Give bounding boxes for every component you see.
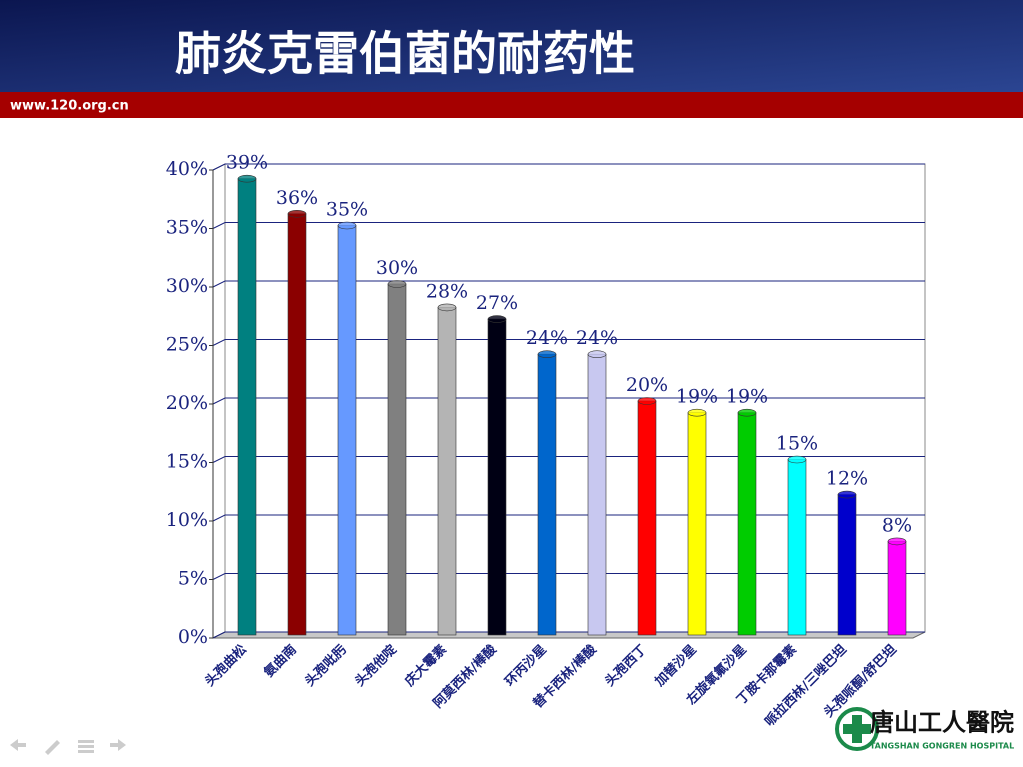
bar	[687, 412, 707, 636]
bar	[837, 494, 857, 636]
bar	[737, 412, 757, 636]
x-tick-label: 庆大霉素	[401, 642, 450, 691]
value-label: 27%	[476, 292, 518, 314]
chart: 0% 5% 10% 15% 20% 25% 30% 35% 40% 39% 头孢曲松 36% 氨曲南 35…	[166, 152, 926, 730]
x-tick-label: 头孢西丁	[602, 642, 650, 690]
bar	[537, 353, 557, 636]
bar-cap	[787, 455, 807, 464]
value-label: 30%	[376, 257, 418, 279]
logo-name: 唐山工人醫院	[870, 708, 1014, 737]
bar	[487, 318, 507, 636]
value-label: 28%	[426, 280, 468, 302]
y-tick-label: 25%	[166, 334, 208, 356]
value-label: 24%	[576, 327, 618, 349]
x-tick-label: 加替沙星	[651, 642, 700, 691]
grid-line	[212, 163, 925, 171]
x-tick-label: 头孢曲松	[202, 642, 250, 690]
bar-cap	[887, 537, 907, 546]
bar	[637, 400, 657, 636]
grid-line	[212, 280, 925, 288]
value-label: 24%	[526, 327, 568, 349]
bar	[587, 353, 607, 636]
bar	[337, 225, 357, 636]
y-tick-label: 30%	[166, 275, 208, 297]
x-tick-label: 头孢他啶	[352, 642, 400, 690]
value-label: 36%	[276, 187, 318, 209]
logo-english: TANGSHAN GONGREN HOSPITAL	[870, 742, 1014, 751]
y-tick-label: 5%	[178, 568, 208, 590]
site-url: www.120.org.cn	[10, 99, 129, 114]
grid-line	[212, 222, 925, 229]
bar-cap	[237, 174, 257, 183]
x-tick-label: 环丙沙星	[502, 642, 549, 689]
bar-cap	[337, 221, 357, 230]
bar	[887, 541, 907, 636]
y-tick-label: 35%	[166, 217, 208, 239]
bar	[787, 459, 807, 636]
value-label: 20%	[626, 374, 668, 396]
value-label: 12%	[826, 468, 868, 490]
value-label: 39%	[226, 152, 268, 174]
bar	[387, 283, 407, 636]
value-label: 15%	[776, 433, 818, 455]
y-tick-label: 10%	[166, 509, 208, 531]
x-tick-label: 头孢吡肟	[302, 642, 350, 690]
y-tick-label: 15%	[166, 451, 208, 473]
y-tick-label: 0%	[178, 626, 208, 648]
logo: 唐山工人醫院 TANGSHAN GONGREN HOSPITAL	[835, 707, 1014, 751]
grid-line	[212, 339, 925, 346]
value-label: 19%	[726, 386, 768, 408]
bar-cap	[687, 408, 707, 417]
bar-cap	[537, 350, 557, 359]
slide-title: 肺炎克雷伯菌的耐药性	[175, 27, 635, 81]
bar-cap	[737, 408, 757, 417]
x-tick-label: 哌拉西林/三唑巴坦	[762, 642, 850, 730]
bar-cap	[387, 280, 407, 288]
bar	[287, 213, 307, 636]
bar-cap	[437, 303, 457, 312]
y-tick-label: 40%	[166, 158, 208, 180]
y-tick-label: 20%	[166, 392, 208, 414]
bar-cap	[837, 490, 857, 499]
bar	[237, 178, 257, 636]
site-bar	[0, 92, 1023, 118]
value-label: 8%	[882, 514, 912, 536]
grid-line	[212, 397, 925, 405]
bar-cap	[487, 315, 507, 323]
header-bar	[0, 0, 1023, 92]
value-label: 35%	[326, 199, 368, 221]
floor	[212, 631, 926, 639]
value-label: 19%	[676, 386, 718, 408]
nav-icons	[10, 739, 126, 755]
bar-cap	[287, 210, 307, 218]
x-tick-label: 氨曲南	[260, 642, 300, 682]
bar-cap	[587, 350, 607, 359]
bar-cap	[637, 397, 657, 405]
bar	[437, 307, 457, 636]
